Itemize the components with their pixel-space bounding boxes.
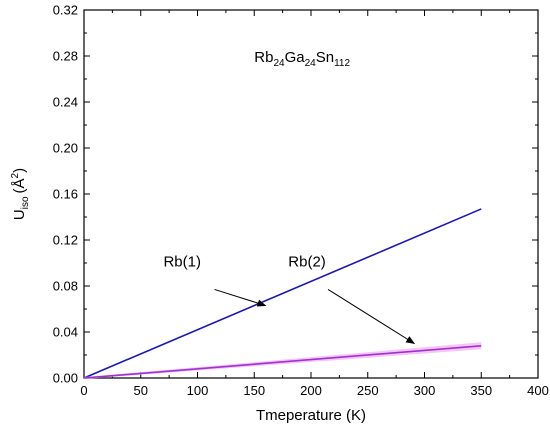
y-axis-ticks: 0.00 0.04 0.08 0.12 0.16 0.20 0.24 0.28 0.32: [53, 3, 538, 386]
formula-element: Rb: [254, 49, 273, 66]
y-tick-label: 0.16: [53, 187, 78, 202]
x-axis-label: Tmeperature (K): [256, 407, 366, 424]
x-tick-label: 150: [243, 383, 265, 398]
annotation-layer: Rb(1) Rb(2): [163, 253, 416, 344]
formula-subscript: 24: [305, 58, 317, 69]
formula-element: Ga: [285, 49, 306, 66]
annotation-label-rb1: Rb(1): [163, 253, 201, 270]
y-axis-label-main: U: [11, 209, 28, 220]
y-axis-label-sub: iso: [20, 196, 31, 209]
y-tick-label: 0.12: [53, 233, 78, 248]
x-tick-label: 350: [470, 383, 492, 398]
x-tick-label: 250: [357, 383, 379, 398]
x-tick-label: 100: [187, 383, 209, 398]
y-tick-label: 0.00: [53, 371, 78, 386]
series-line-rb1: [83, 208, 482, 379]
annotation-label-rb2: Rb(2): [288, 253, 326, 270]
formula-element: Sn: [316, 49, 334, 66]
x-axis-ticks: 0 50 100 150 200 250 300 350 400: [80, 10, 549, 398]
series-line-rb2: [83, 345, 482, 379]
y-axis-label-unit-sup: 2: [10, 172, 21, 178]
x-tick-label: 50: [134, 383, 148, 398]
y-axis-label: Uiso (Å2): [10, 168, 31, 220]
y-tick-label: 0.08: [53, 279, 78, 294]
formula-subscript: 24: [273, 58, 285, 69]
y-axis-label-unit-close: ): [11, 168, 28, 173]
y-tick-label: 0.32: [53, 3, 78, 18]
annotation-arrow-rb2: [327, 289, 416, 344]
compound-formula: Rb24Ga24Sn112: [254, 49, 350, 69]
y-tick-label: 0.04: [53, 325, 78, 340]
y-tick-label: 0.28: [53, 49, 78, 64]
x-tick-label: 400: [527, 383, 549, 398]
x-tick-label: 200: [300, 383, 322, 398]
y-axis-label-unit-open: (Å: [11, 178, 28, 193]
formula-subscript: 112: [334, 58, 350, 69]
x-tick-label: 300: [414, 383, 436, 398]
y-tick-label: 0.24: [53, 95, 78, 110]
series-layer: [83, 208, 482, 379]
x-tick-label: 0: [80, 383, 87, 398]
annotation-arrow-rb1: [214, 288, 267, 307]
y-tick-label: 0.20: [53, 141, 78, 156]
